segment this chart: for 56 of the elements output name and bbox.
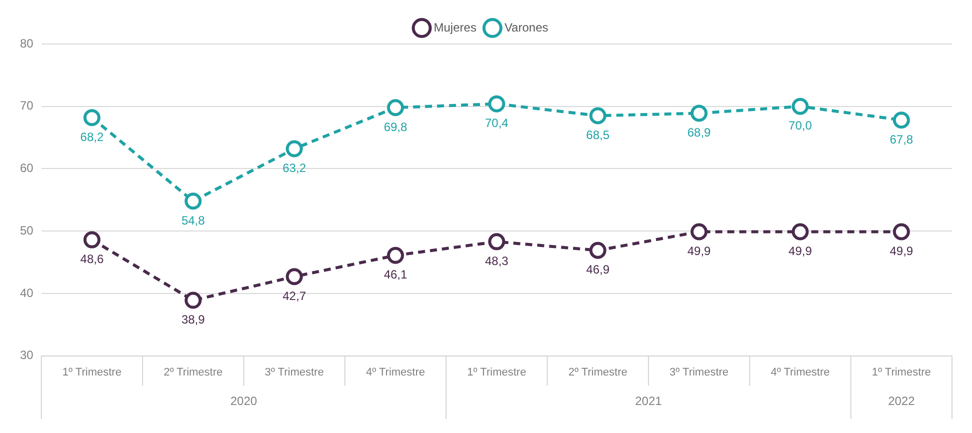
y-tick-label: 30 [20,348,34,362]
y-tick-label: 60 [20,161,34,176]
y-tick-label: 80 [20,36,34,50]
legend-label: Varones [504,20,548,34]
data-label: 67,8 [890,132,914,146]
data-label: 49,9 [890,244,914,258]
x-tick-label: 2º Trimestre [568,366,628,378]
y-tick-label: 40 [20,286,34,300]
point [488,95,506,112]
point [589,242,606,259]
x-tick-label: 2º Trimestre [164,366,223,378]
point [488,233,506,250]
data-label: 63,2 [282,161,306,176]
data-label: 38,9 [181,312,206,327]
point [386,99,404,116]
x-tick-label: 1º Trimestre [872,366,931,378]
point [690,104,708,122]
data-label: 69,8 [384,120,408,134]
text: 2022 [888,394,916,408]
data-label: 48,6 [80,252,104,266]
data-label: 54,8 [181,213,206,228]
text: 2021 [635,394,662,408]
data-label: 42,7 [282,288,306,303]
data-label: 68,2 [80,130,104,144]
data-label: 48,3 [484,254,509,268]
data-label: 70,0 [788,118,812,133]
point [83,109,100,126]
point [184,292,202,309]
point [892,112,910,129]
point [184,192,202,210]
data-label: 68,9 [687,126,712,140]
point [386,246,404,264]
legend-label: Mujeres [434,20,476,34]
x-tick-label: 3º Trimestre [670,366,729,378]
y-tick-label: 70 [20,98,34,113]
y-tick-label: 50 [20,223,34,238]
point [690,223,708,240]
x-tick-label: 4º Trimestre [770,366,830,378]
point [286,268,303,286]
point [286,140,303,158]
data-label: 49,9 [788,244,812,258]
point [792,223,809,240]
data-label: 70,4 [484,116,509,130]
x-tick-label: 1º Trimestre [62,366,122,378]
data-label: 46,9 [586,262,610,277]
data-label: 68,5 [586,128,610,142]
point [589,107,606,124]
x-tick-label: 4º Trimestre [366,366,426,378]
point [892,223,910,240]
x-tick-label: 3º Trimestre [264,366,324,378]
point [83,231,100,248]
data-label: 46,1 [384,268,408,282]
point [792,98,809,115]
x-tick-label: 1º Trimestre [467,366,526,378]
data-label: 49,9 [687,244,712,258]
text: 2020 [230,394,258,408]
